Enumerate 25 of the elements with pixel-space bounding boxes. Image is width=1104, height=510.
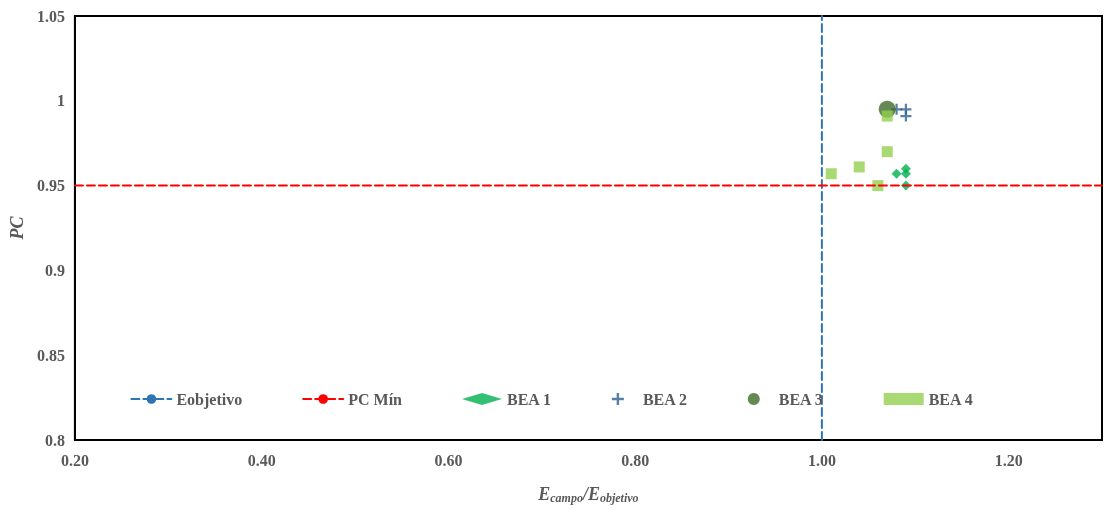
x-tick-label: 0.20	[60, 451, 89, 469]
y-tick-label: 1.05	[36, 7, 65, 25]
point	[881, 146, 893, 158]
x-tick-label: 0.40	[247, 451, 276, 469]
y-tick-label: 0.85	[36, 346, 65, 364]
legend-label: BEA 2	[642, 390, 687, 408]
point	[900, 110, 912, 122]
x-tick-label: 0.60	[434, 451, 463, 469]
y-tick-label: 0.9	[44, 261, 65, 279]
y-tick-label: 0.8	[44, 431, 65, 449]
legend-label: Eobjetivo	[176, 390, 243, 409]
point	[881, 110, 893, 122]
legend-label: BEA 1	[506, 390, 551, 408]
x-tick-label: 1.20	[994, 451, 1023, 469]
y-tick-label: 1	[56, 92, 65, 110]
point	[825, 168, 837, 180]
x-tick-label: 1.00	[807, 451, 836, 469]
y-tick-label: 0.95	[36, 177, 65, 195]
x-tick-label: 0.80	[621, 451, 650, 469]
point	[891, 168, 902, 179]
point	[853, 161, 865, 173]
legend-label: PC Mín	[348, 390, 403, 408]
y-axis-title: PC	[7, 215, 27, 241]
legend-label: BEA 4	[928, 390, 973, 408]
point	[900, 168, 911, 179]
